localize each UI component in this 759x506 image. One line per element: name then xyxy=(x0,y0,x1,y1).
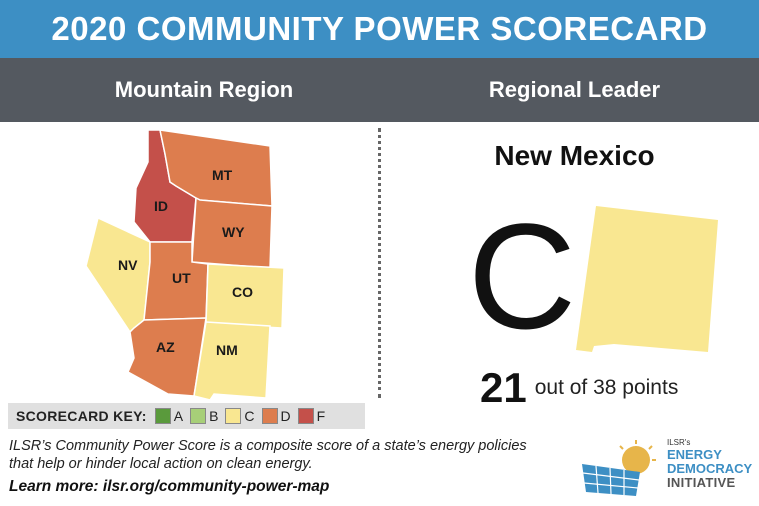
state-label-wy: WY xyxy=(222,224,245,240)
key-item-c: C xyxy=(225,408,255,424)
swatch-d xyxy=(261,408,278,424)
region-label: Mountain Region xyxy=(114,77,294,102)
key-grade-a: A xyxy=(173,408,184,424)
swatch-b xyxy=(190,408,207,424)
section-divider xyxy=(378,128,381,398)
solar-panel-sun-icon xyxy=(582,440,656,496)
key-item-d: D xyxy=(261,408,291,424)
ilsr-logo: ILSR's ENERGY DEMOCRACY INITIATIVE xyxy=(580,438,755,498)
state-label-az: AZ xyxy=(156,339,175,355)
state-label-mt: MT xyxy=(212,167,233,183)
key-grade-d: D xyxy=(280,408,291,424)
key-grade-f: F xyxy=(316,408,326,424)
state-co[interactable] xyxy=(205,263,285,329)
subheader-bar: Mountain Region Regional Leader xyxy=(0,58,759,122)
state-nm[interactable] xyxy=(193,321,271,401)
logo-small-text: ILSR's xyxy=(667,438,691,447)
key-item-b: B xyxy=(190,408,218,424)
key-grade-c: C xyxy=(244,408,255,424)
leader-points: 21 out of 38 points xyxy=(480,364,678,414)
points-value: 21 xyxy=(480,364,527,411)
region-map: MT ID WY NV UT CO AZ NM xyxy=(85,129,285,401)
key-title: SCORECARD KEY: xyxy=(16,408,147,424)
logo-line-initiative: INITIATIVE xyxy=(667,475,736,490)
leader-state-shape xyxy=(576,206,718,352)
leader-grade: C xyxy=(467,192,577,360)
state-label-nv: NV xyxy=(118,257,138,273)
scorecard-key: SCORECARD KEY: A B C D F xyxy=(8,403,365,429)
page-title: 2020 COMMUNITY POWER SCORECARD xyxy=(0,0,759,58)
key-grade-b: B xyxy=(209,408,219,424)
logo-line-democracy: DEMOCRACY xyxy=(667,461,753,476)
swatch-c xyxy=(225,408,242,424)
score-description: ILSR’s Community Power Score is a compos… xyxy=(9,438,527,472)
state-nv[interactable] xyxy=(85,216,151,334)
state-label-co: CO xyxy=(232,284,253,300)
points-text: out of 38 points xyxy=(534,376,679,399)
leader-state-name: New Mexico xyxy=(494,140,655,171)
state-label-nm: NM xyxy=(216,342,238,358)
leader-label: Regional Leader xyxy=(488,77,661,102)
key-item-a: A xyxy=(154,408,184,424)
swatch-a xyxy=(154,408,171,424)
swatch-f xyxy=(297,408,314,424)
state-label-ut: UT xyxy=(172,270,191,286)
key-item-f: F xyxy=(297,408,326,424)
state-az[interactable] xyxy=(127,317,207,397)
learn-more-link[interactable]: Learn more: ilsr.org/community-power-map xyxy=(9,478,330,495)
logo-text: ILSR's ENERGY DEMOCRACY INITIATIVE xyxy=(667,438,757,490)
logo-line-energy: ENERGY xyxy=(667,447,722,462)
state-label-id: ID xyxy=(154,198,168,214)
